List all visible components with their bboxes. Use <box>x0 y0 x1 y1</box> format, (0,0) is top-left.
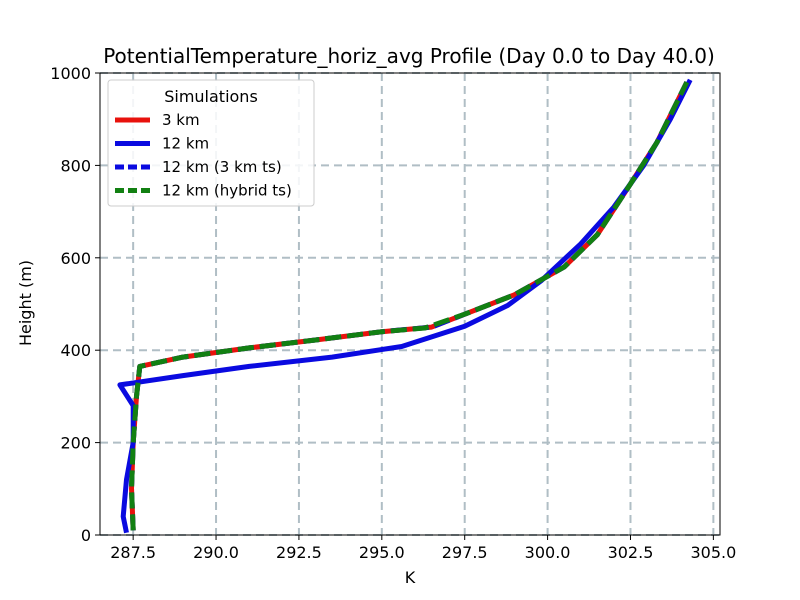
y-tick-label: 200 <box>60 434 91 453</box>
y-tick-label: 600 <box>60 249 91 268</box>
x-tick-label: 295.0 <box>359 543 405 562</box>
plot-frame <box>99 72 721 536</box>
legend-entry: 12 km <box>162 135 209 153</box>
legend: Simulations 3 km 12 km 12 km (3 km ts) 12 k… <box>107 79 315 207</box>
legend-title: Simulations <box>164 87 258 106</box>
legend-entry: 12 km (hybrid ts) <box>162 182 292 200</box>
x-tick-label: 292.5 <box>276 543 322 562</box>
y-tick-label: 0 <box>81 526 91 545</box>
x-tick-label: 290.0 <box>193 543 239 562</box>
series-lines <box>117 78 693 534</box>
chart-title: PotentialTemperature_horiz_avg Profile (… <box>103 44 715 68</box>
x-axis-label: K <box>405 568 416 587</box>
series-line <box>129 81 690 531</box>
x-tick-label: 297.5 <box>442 543 488 562</box>
y-axis-ticks: 0 200 400 600 800 1000 <box>50 64 100 545</box>
y-tick-label: 800 <box>60 156 91 175</box>
y-tick-label: 1000 <box>50 64 91 83</box>
x-tick-label: 287.5 <box>110 543 156 562</box>
x-tick-label: 305.0 <box>690 543 736 562</box>
x-axis-ticks: 287.5 290.0 292.5 295.0 297.5 300.0 302.5 305.0 <box>110 535 736 562</box>
legend-entry: 3 km <box>162 111 200 129</box>
legend-box <box>107 79 315 207</box>
y-axis-label: Height (m) <box>16 260 35 346</box>
y-tick-label: 400 <box>60 341 91 360</box>
x-tick-label: 300.0 <box>525 543 571 562</box>
legend-entry: 12 km (3 km ts) <box>162 158 282 176</box>
x-tick-label: 302.5 <box>608 543 654 562</box>
